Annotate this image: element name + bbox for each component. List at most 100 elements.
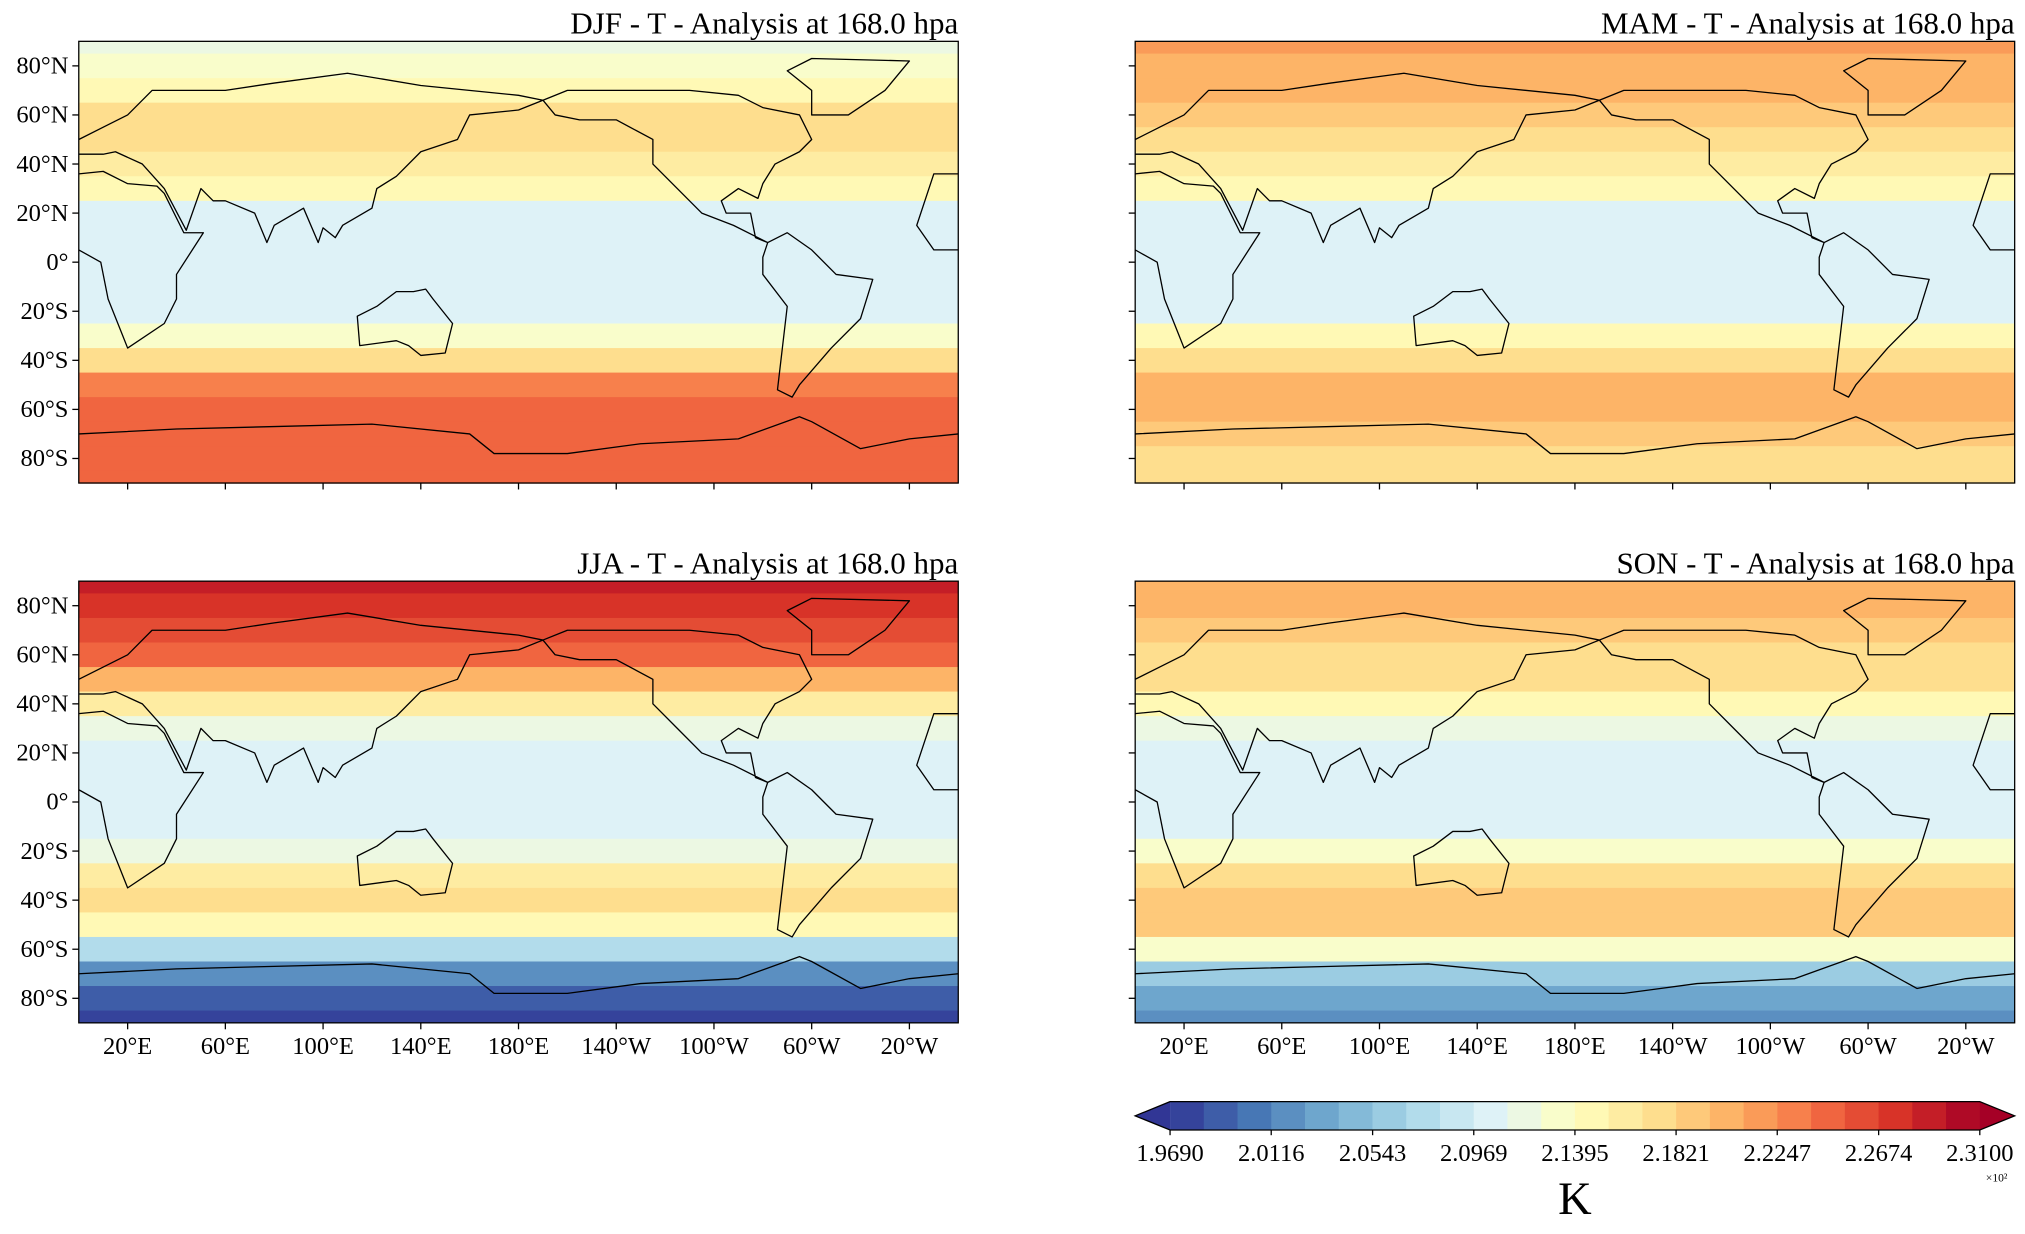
colorbar-level	[1271, 1101, 1306, 1131]
temperature-band	[1135, 225, 2015, 251]
x-tick-label: 140°W	[581, 1033, 652, 1060]
temperature-band	[78, 421, 959, 447]
temperature-band	[78, 348, 959, 374]
temperature-band	[78, 53, 959, 79]
y-tick-label: 60°N	[16, 642, 68, 669]
x-tick-label: 60°W	[783, 1033, 841, 1060]
colorbar-extend-high	[1979, 1101, 2015, 1131]
colorbar-level	[1372, 1101, 1408, 1131]
temperature-band	[1135, 961, 2015, 987]
temperature-band	[78, 176, 959, 202]
x-tick-label: 20°W	[881, 1033, 939, 1060]
colorbar-label: K	[1558, 1174, 1592, 1225]
x-tick-label: 100°W	[1736, 1033, 1807, 1060]
y-tick-label: 20°N	[16, 740, 68, 767]
temperature-band	[78, 887, 959, 914]
colorbar-level	[1642, 1101, 1677, 1131]
map-title: DJF - T - Analysis at 168.0 hpa	[570, 6, 958, 41]
x-tick-label: 100°E	[292, 1033, 354, 1060]
temperature-band	[1135, 397, 2015, 423]
temperature-band	[78, 397, 959, 423]
temperature-band	[78, 249, 959, 276]
temperature-band	[78, 41, 959, 55]
y-tick-label: 40°S	[20, 347, 68, 374]
x-tick-label: 140°E	[390, 1033, 452, 1060]
temperature-band	[1135, 936, 2015, 963]
temperature-band	[1135, 593, 2015, 619]
y-tick-label: 60°N	[16, 102, 68, 129]
colorbar-level	[1946, 1101, 1981, 1131]
temperature-band	[1135, 421, 2015, 447]
colorbar-tick-label: 2.2247	[1744, 1140, 1811, 1167]
temperature-band	[1135, 298, 2015, 325]
colorbar-level	[1878, 1101, 1914, 1131]
temperature-band	[1135, 838, 2015, 864]
temperature-band	[78, 912, 959, 938]
temperature-band	[78, 581, 959, 595]
x-tick-label: 60°W	[1839, 1033, 1897, 1060]
x-tick-label: 20°E	[1159, 1033, 1208, 1060]
x-tick-label: 60°E	[201, 1033, 250, 1060]
temperature-band	[1135, 986, 2015, 1012]
temperature-band	[78, 225, 959, 251]
temperature-band	[78, 667, 959, 693]
colorbar-level	[1844, 1101, 1880, 1131]
colorbar-level	[1203, 1101, 1239, 1131]
temperature-band	[78, 716, 959, 742]
temperature-band	[1135, 912, 2015, 938]
temperature-band	[78, 789, 959, 815]
colorbar-level	[1439, 1101, 1475, 1131]
y-tick-label: 20°S	[20, 298, 68, 325]
colorbar-level	[1676, 1101, 1711, 1131]
colorbar-level	[1811, 1101, 1846, 1131]
x-tick-label: 100°W	[679, 1033, 750, 1060]
y-tick-label: 20°S	[20, 838, 68, 865]
x-tick-label: 180°E	[1544, 1033, 1606, 1060]
y-tick-label: 0°	[46, 789, 68, 816]
map-title: JJA - T - Analysis at 168.0 hpa	[577, 545, 958, 580]
temperature-band	[78, 470, 959, 484]
temperature-band	[1135, 691, 2015, 717]
colorbar-level	[1709, 1101, 1745, 1131]
colorbar-level	[1305, 1101, 1340, 1131]
temperature-band	[78, 1010, 959, 1024]
temperature-band	[78, 323, 959, 349]
colorbar-level	[1338, 1101, 1374, 1131]
temperature-band	[78, 740, 959, 766]
x-tick-label: 20°W	[1937, 1033, 1995, 1060]
map-title: SON - T - Analysis at 168.0 hpa	[1616, 545, 2014, 580]
temperature-band	[1135, 274, 2015, 300]
colorbar-tick-label: 2.3100	[1946, 1140, 2013, 1167]
y-tick-label: 0°	[46, 249, 68, 276]
y-tick-label: 40°N	[16, 691, 68, 718]
colorbar-level	[1237, 1101, 1273, 1131]
y-tick-label: 60°S	[20, 396, 68, 423]
colorbar-level	[1743, 1101, 1779, 1131]
colorbar-level	[1777, 1101, 1812, 1131]
colorbar-level	[1170, 1101, 1205, 1131]
temperature-band	[1135, 372, 2015, 398]
temperature-band	[1135, 323, 2015, 349]
x-tick-label: 180°E	[488, 1033, 550, 1060]
temperature-band	[1135, 887, 2015, 914]
temperature-band	[1135, 176, 2015, 202]
temperature-band	[1135, 765, 2015, 791]
temperature-band	[78, 127, 959, 153]
colorbar-level	[1541, 1101, 1576, 1131]
temperature-band	[78, 372, 959, 398]
temperature-band	[1135, 446, 2015, 472]
temperature-band	[78, 936, 959, 963]
colorbar-level	[1406, 1101, 1441, 1131]
map-panel: SON - T - Analysis at 168.0 hpa 20°E 60°E 1…	[1128, 545, 2016, 1060]
colorbar-level	[1574, 1101, 1610, 1131]
y-tick-label: 80°N	[16, 592, 68, 619]
temperature-band	[1135, 200, 2015, 227]
colorbar-tick-label: 2.1395	[1541, 1140, 1608, 1167]
colorbar-tick-label: 2.2674	[1845, 1140, 1912, 1167]
y-tick-label: 80°N	[16, 53, 68, 80]
y-tick-label: 40°N	[16, 151, 68, 178]
colorbar-level	[1912, 1101, 1947, 1131]
temperature-band	[78, 274, 959, 300]
